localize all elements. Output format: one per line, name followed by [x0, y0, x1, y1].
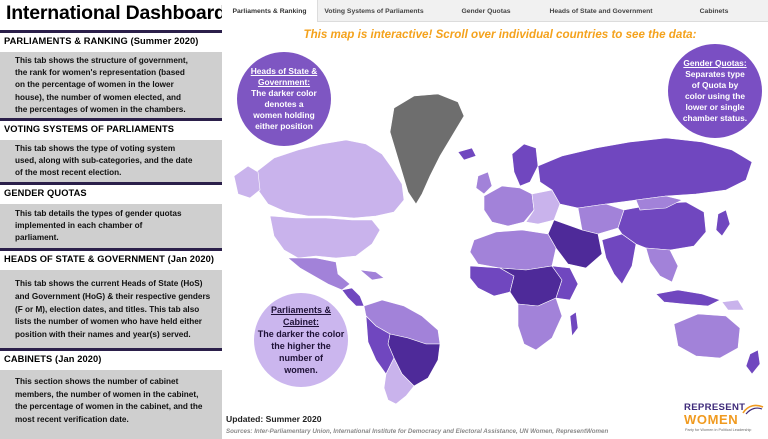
sources-citation: Sources: Inter-Parliamentary Union, Inte…: [226, 428, 609, 435]
sidebar: International Dashboard PARLIAMENTS & RA…: [0, 0, 226, 439]
map-region-china[interactable]: [617, 201, 707, 251]
tab-heads-of-state[interactable]: Heads of State and Government: [549, 7, 653, 15]
map-region-new-zealand[interactable]: [745, 349, 761, 375]
section-heading-label: PARLIAMENTS & RANKING (Summer 2020): [4, 36, 199, 46]
map-region-russia[interactable]: [537, 137, 753, 209]
logo-tagline: Party for Women in Political Leadership: [685, 428, 752, 432]
section-panel-quotas: This tab details the types of gender quo…: [0, 204, 222, 248]
section-description: This tab shows the structure of governme…: [15, 56, 188, 114]
section-panel-voting: This tab shows the type of voting system…: [0, 140, 222, 182]
legend-bubble-heads-of-state: Heads of State & Government: The darker …: [237, 52, 331, 146]
map-region-greenland[interactable]: [389, 93, 465, 205]
section-heading-label: VOTING SYSTEMS OF PARLIAMENTS: [4, 124, 175, 134]
map-region-alaska[interactable]: [233, 165, 261, 199]
section-description: This tab details the types of gender quo…: [15, 209, 182, 243]
tab-gender-quotas[interactable]: Gender Quotas: [461, 7, 511, 15]
section-heading-label: GENDER QUOTAS: [4, 188, 87, 198]
map-region-iceland[interactable]: [457, 147, 477, 161]
section-heading-label: CABINETS (Jan 2020): [4, 354, 102, 364]
tab-bar: Parliaments & Ranking Voting Systems of …: [222, 0, 768, 22]
section-panel-cabinets: This section shows the number of cabinet…: [0, 370, 222, 439]
map-region-japan[interactable]: [715, 209, 731, 237]
tab-cabinets[interactable]: Cabinets: [699, 7, 729, 15]
world-map[interactable]: [226, 44, 766, 406]
map-region-southeast-asia[interactable]: [645, 247, 679, 283]
dashboard-title: International Dashboard: [6, 2, 226, 24]
map-region-north-africa[interactable]: [469, 229, 557, 271]
section-heading-quotas: GENDER QUOTAS: [0, 182, 222, 204]
map-region-southern-africa[interactable]: [517, 297, 563, 351]
updated-date: Updated: Summer 2020: [226, 414, 322, 424]
section-description: This tab shows the type of voting system…: [15, 144, 193, 178]
map-region-scandinavia[interactable]: [511, 143, 539, 187]
section-heading-label: HEADS OF STATE & GOVERNMENT (Jan 2020): [4, 254, 215, 264]
map-region-mongolia[interactable]: [635, 195, 683, 211]
tab-parliaments-ranking[interactable]: Parliaments & Ranking: [222, 0, 318, 22]
map-region-uk-ireland[interactable]: [475, 171, 493, 195]
represent-women-logo: REPRESENT WOMEN Party for Women in Polit…: [684, 402, 766, 436]
map-region-australia[interactable]: [673, 313, 741, 359]
map-region-central-asia[interactable]: [577, 203, 625, 235]
map-region-mexico[interactable]: [287, 257, 351, 291]
section-panel-parliaments: This tab shows the structure of governme…: [0, 52, 222, 118]
tab-voting-systems[interactable]: Voting Systems of Parliaments: [324, 7, 424, 15]
section-heading-parliaments: PARLIAMENTS & RANKING (Summer 2020): [0, 30, 222, 52]
legend-bubble-gender-quotas: Gender Quotas: Separates type of Quota b…: [668, 44, 762, 138]
section-description: This section shows the number of cabinet…: [15, 377, 203, 424]
map-region-papua[interactable]: [721, 299, 745, 311]
map-region-india[interactable]: [601, 233, 637, 285]
logo-text-main: WOMEN: [684, 412, 739, 427]
section-description: This tab shows the current Heads of Stat…: [15, 279, 211, 340]
map-region-madagascar[interactable]: [569, 311, 579, 337]
map-region-usa[interactable]: [269, 215, 381, 259]
logo-text-top: REPRESENT: [684, 402, 746, 413]
legend-bubble-parliaments-cabinet: Parliaments & Cabinet: The darker the co…: [254, 293, 348, 387]
map-region-western-europe[interactable]: [483, 185, 535, 227]
map-region-canada[interactable]: [255, 139, 405, 219]
section-heading-voting: VOTING SYSTEMS OF PARLIAMENTS: [0, 118, 222, 140]
map-region-caribbean[interactable]: [359, 269, 385, 281]
map-region-east-africa[interactable]: [551, 265, 579, 301]
map-region-south-america-south[interactable]: [383, 357, 415, 405]
map-region-indonesia[interactable]: [655, 289, 721, 307]
section-heading-cabinets: CABINETS (Jan 2020): [0, 348, 222, 370]
map-instruction: This map is interactive! Scroll over ind…: [303, 28, 697, 41]
logo-swoosh-icon: [742, 404, 764, 415]
section-panel-heads: This tab shows the current Heads of Stat…: [0, 270, 222, 348]
section-heading-heads: HEADS OF STATE & GOVERNMENT (Jan 2020): [0, 248, 222, 270]
